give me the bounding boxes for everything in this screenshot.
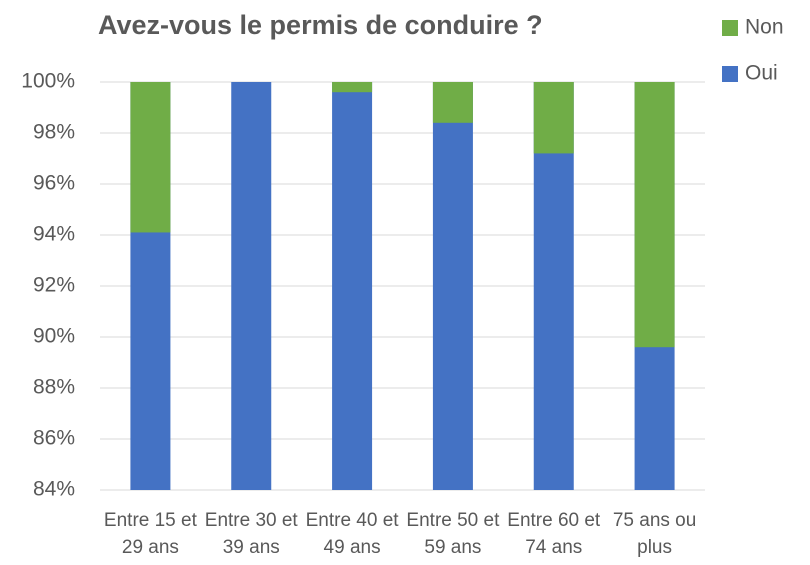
x-tick-label: Entre 50 et 59 ans [406,510,500,558]
y-tick-label: 86% [33,427,75,450]
x-tick-label: 75 ans ou plus [612,510,697,558]
bar-segment [432,82,473,490]
x-tick-label: Entre 15 et 29 ans [103,510,197,558]
bar-segment [130,82,171,233]
y-tick-label: 100% [21,70,75,93]
y-tick-label: 94% [33,223,75,246]
bar-segment [533,82,574,154]
y-tick-label: 90% [33,325,75,348]
x-tick-label: Entre 60 et 74 ans [507,510,601,558]
y-tick-label: 92% [33,274,75,297]
bar-segment [432,82,473,123]
bar-segment [634,82,675,348]
legend-label: Non [745,16,784,39]
legend-swatch [722,66,738,82]
y-tick-label: 88% [33,376,75,399]
x-tick-label: Entre 40 et 49 ans [305,510,399,558]
bar-segment [332,82,373,93]
y-tick-label: 96% [33,172,75,195]
bar-segment [231,82,272,490]
x-tick-label: Entre 30 et 39 ans [204,510,298,558]
legend-swatch [722,20,738,36]
legend-label: Oui [745,62,778,85]
chart-title: Avez-vous le permis de conduire ? [98,10,543,40]
y-tick-label: 98% [33,121,75,144]
bar-segment [332,82,373,490]
y-tick-label: 84% [33,478,75,501]
